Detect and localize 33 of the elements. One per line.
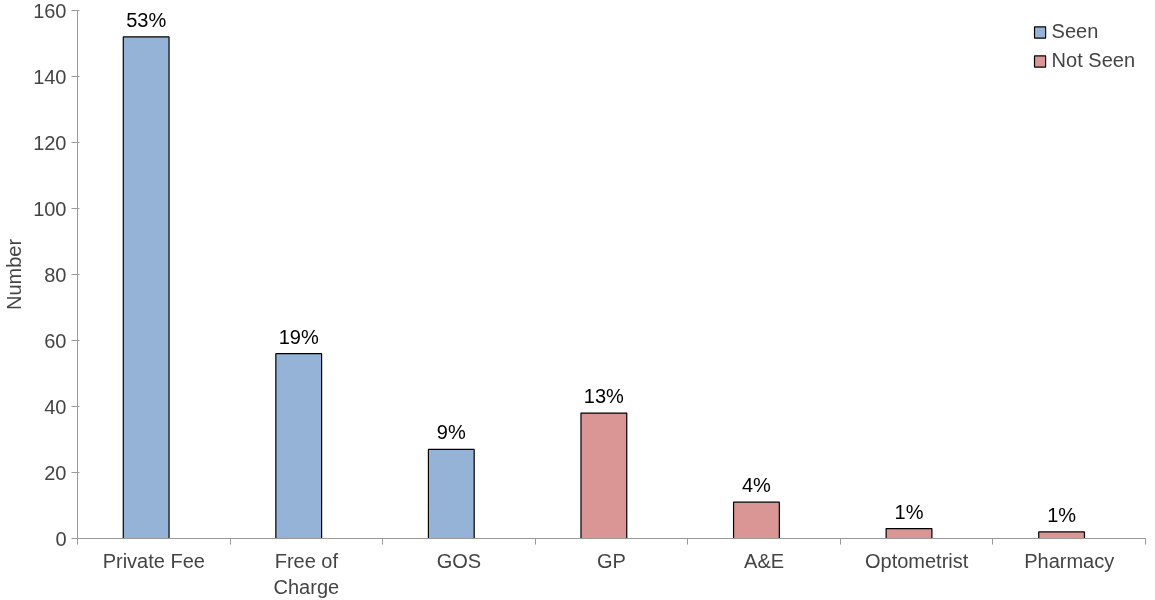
y-tick-label: 140: [33, 65, 67, 88]
x-tick-label: Optometrist: [864, 549, 969, 572]
x-tick-label: A&E: [744, 549, 785, 572]
y-tick-label: 80: [44, 263, 67, 286]
y-tick-label: 40: [44, 395, 67, 418]
annotation: 1%: [894, 500, 924, 523]
bar: [122, 36, 170, 539]
bar: [885, 528, 933, 539]
y-axis-title: Number: [3, 238, 26, 311]
y-tick-label: 60: [44, 329, 67, 352]
x-tick-label: Private Fee: [102, 549, 205, 572]
annotation: 1%: [1047, 503, 1077, 526]
y-tick-label: 20: [44, 461, 67, 484]
y-tick-label: 160: [33, 0, 67, 22]
annotation: 9%: [436, 421, 466, 444]
annotation: 4%: [741, 474, 772, 497]
x-tick-label: Free of Charge: [273, 549, 340, 598]
bar: [732, 501, 780, 539]
y-tick-label: 100: [33, 197, 67, 220]
bar: [275, 353, 323, 539]
annotation: 53%: [126, 8, 167, 31]
x-tick-label: GOS: [436, 549, 482, 572]
legend-label: Seen: [1051, 20, 1099, 43]
legend-label: Not Seen: [1051, 49, 1135, 72]
annotation: 19%: [278, 325, 319, 348]
bar: [580, 412, 628, 539]
bar: [1038, 531, 1086, 539]
bar: [427, 448, 475, 539]
annotation: 13%: [583, 385, 625, 408]
x-tick-label: GP: [597, 549, 626, 572]
x-tick-label: Pharmacy: [1024, 549, 1115, 572]
y-tick-label: 120: [33, 131, 67, 154]
y-tick-label: 0: [55, 527, 67, 550]
